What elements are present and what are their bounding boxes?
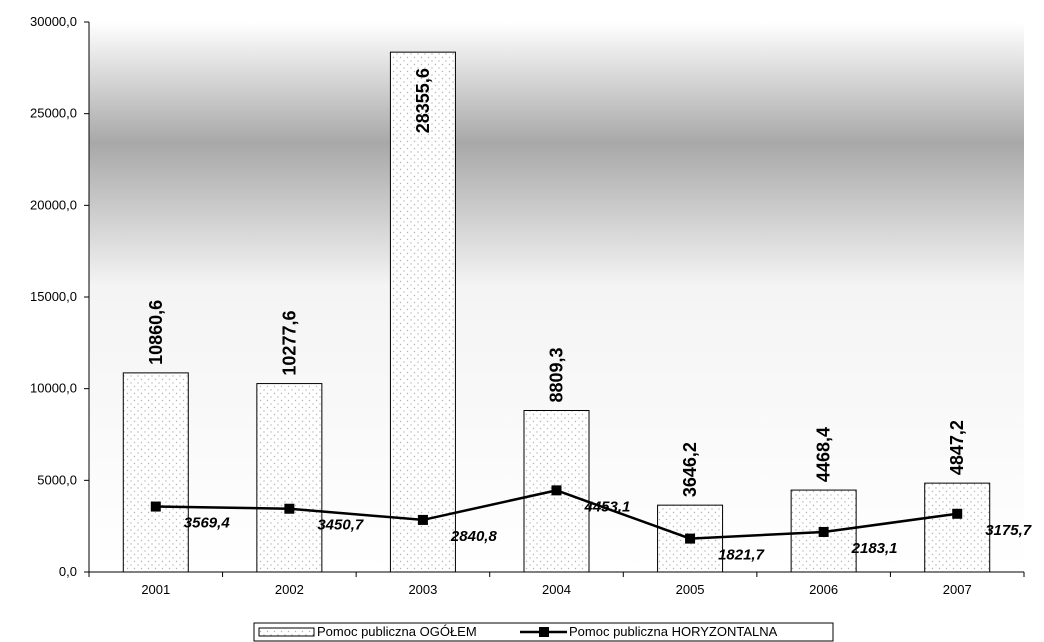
line-marker (417, 514, 428, 525)
bar-data-label: 4847,2 (947, 420, 967, 475)
bar-data-label: 28355,6 (413, 68, 433, 133)
bar-data-label: 8809,3 (547, 347, 567, 402)
y-tick-label: 25000,0 (30, 106, 77, 121)
line-data-label: 3569,4 (184, 515, 231, 532)
line-marker (685, 533, 696, 544)
x-tick-label: 2005 (676, 582, 705, 597)
x-tick-label: 2001 (141, 582, 170, 597)
line-marker (818, 526, 829, 537)
y-tick-label: 20000,0 (30, 197, 77, 212)
bar-data-label: 10277,6 (279, 310, 299, 375)
y-tick-label: 30000,0 (30, 14, 77, 29)
line-labels: 3569,4 3450,7 2840,8 4453,1 1821,7 2183,1 3175… (184, 498, 1032, 563)
legend-line-marker (539, 627, 549, 637)
y-tick-label: 5000,0 (37, 472, 77, 487)
line-marker (952, 508, 963, 519)
line-data-label: 3450,7 (317, 517, 364, 534)
bar-labels: 10860,6 10277,6 28355,6 8809,3 3646,2 4468,4 4… (146, 68, 967, 497)
bar-data-label: 3646,2 (680, 442, 700, 497)
x-tick-label: 2007 (943, 582, 972, 597)
line-data-label: 3175,7 (985, 522, 1032, 539)
x-tick-label: 2004 (542, 582, 571, 597)
line-marker (284, 503, 295, 514)
legend-bar-swatch (258, 627, 315, 637)
bar (924, 482, 991, 573)
bar-data-label: 10860,6 (146, 300, 166, 365)
bar (256, 383, 323, 573)
line-data-label: 4453,1 (584, 498, 631, 515)
y-axis: 0,0 5000,0 10000,0 15000,0 20000,0 25000,0 300… (30, 14, 90, 579)
x-tick-label: 2006 (809, 582, 838, 597)
line-data-label: 1821,7 (718, 547, 765, 564)
legend-bar-label: Pomoc publiczna OGÓŁEM (317, 624, 477, 639)
line-data-label: 2183,1 (851, 540, 898, 557)
line-marker (551, 485, 562, 496)
line-marker (150, 501, 161, 512)
bar-data-label: 4468,4 (814, 427, 834, 482)
line-data-label: 2840,8 (450, 528, 498, 545)
line-series (150, 485, 963, 544)
legend: Pomoc publiczna OGÓŁEM Pomoc publiczna H… (253, 622, 834, 642)
x-tick-label: 2003 (408, 582, 437, 597)
x-axis: 2001 2002 2003 2004 2005 2006 2007 (88, 571, 1025, 597)
y-tick-label: 15000,0 (30, 289, 77, 304)
bar (122, 372, 189, 573)
y-tick-label: 10000,0 (30, 381, 77, 396)
y-tick-label: 0,0 (59, 564, 77, 579)
bar (389, 51, 456, 573)
legend-line-label: Pomoc publiczna HORYZONTALNA (569, 624, 778, 639)
x-tick-label: 2002 (275, 582, 304, 597)
